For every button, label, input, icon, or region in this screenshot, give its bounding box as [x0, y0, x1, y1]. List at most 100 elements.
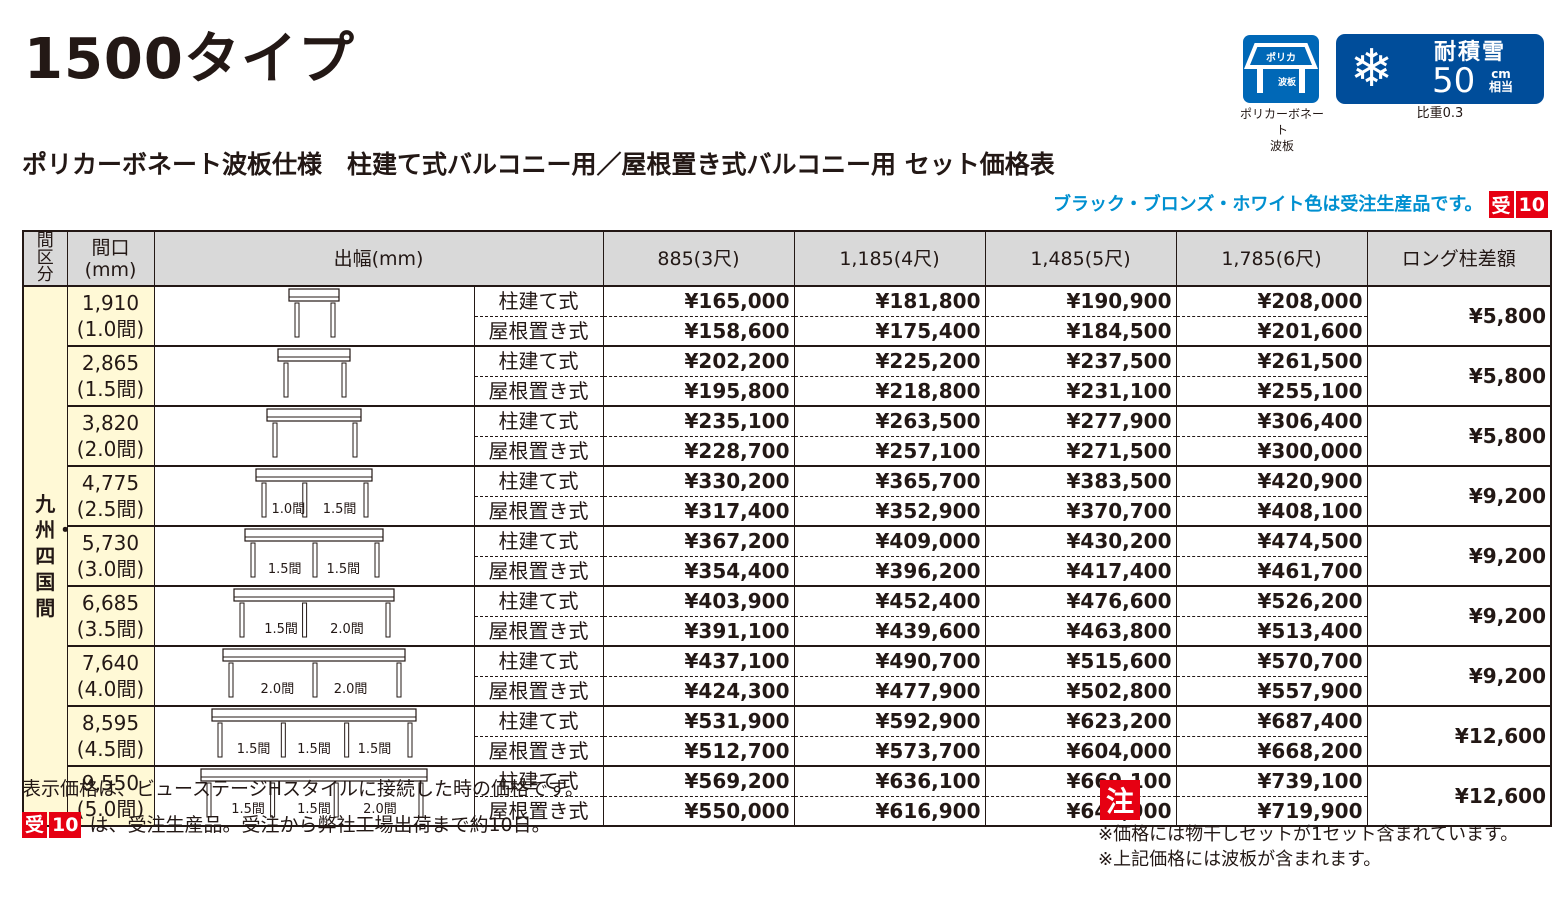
price-roof: ¥463,800	[985, 616, 1177, 647]
span-labels: 1.5間 2.0間	[232, 622, 396, 637]
header-col-885: 885(3尺)	[602, 231, 794, 287]
header-col-1785: 1,785(6尺)	[1175, 231, 1367, 287]
price-post: ¥420,900	[1176, 465, 1368, 497]
caution-line: ※上記価格には波板が含まれます。	[1098, 849, 1382, 870]
table-row: 8,595 (4.5間) 1.5間 1.5間 1.5間 柱建て式 ¥531,900 ¥592,…	[23, 705, 1551, 766]
price-post: ¥237,500	[985, 345, 1177, 377]
type-roof: 屋根置き式	[474, 496, 604, 527]
span-label: 1.5間	[297, 742, 331, 757]
price-post: ¥306,400	[1176, 405, 1368, 437]
unit-equivalent: 相当	[1489, 80, 1514, 94]
price-post: ¥531,900	[603, 705, 795, 737]
balcony-frame-icon: 1.5間 1.5間 1.5間	[210, 707, 418, 759]
polycarbonate-badge: ポリカ 波板	[1243, 35, 1319, 103]
price-roof: ¥604,000	[985, 736, 1177, 767]
price-post: ¥669,100	[985, 765, 1177, 797]
width-cell: 9,550 (5.0間)	[67, 765, 155, 826]
span-label: 1.5間	[357, 742, 392, 757]
region-label: 九州・四国間	[23, 286, 75, 826]
price-post: ¥202,200	[603, 345, 795, 377]
table-row: 4,775 (2.5間) 1.0間 1.5間 柱建て式 ¥330,200 ¥365,700 ¥…	[23, 465, 1551, 526]
width-ken: (3.5間)	[76, 617, 145, 641]
snow-load-unit: cm 相当	[1489, 68, 1513, 94]
lead-days-tag: 10	[1515, 191, 1548, 218]
balcony-frame-icon: 2.0間 2.0間	[221, 647, 407, 699]
price-post: ¥437,100	[603, 645, 795, 677]
type-roof: 屋根置き式	[474, 376, 604, 407]
span-labels: 1.0間 1.5間	[254, 502, 374, 517]
width-mm: 5,730	[81, 531, 140, 555]
price-roof: ¥271,500	[985, 436, 1177, 467]
table-row: 7,640 (4.0間) 2.0間 2.0間 柱建て式 ¥437,100 ¥490,700 ¥…	[23, 645, 1551, 706]
price-roof: ¥228,700	[603, 436, 795, 467]
type-post: 柱建て式	[474, 525, 604, 557]
header-col-1185: 1,185(4尺)	[793, 231, 985, 287]
price-roof: ¥557,900	[1176, 676, 1368, 707]
price-post: ¥403,900	[603, 585, 795, 617]
footnote-price-basis: 表示価格は、ビューステージHスタイルに接続した時の価格です。	[22, 778, 585, 800]
width-mm: 1,910	[81, 291, 140, 315]
price-post: ¥208,000	[1176, 285, 1368, 317]
price-roof: ¥513,400	[1176, 616, 1368, 647]
width-ken: (1.0間)	[76, 317, 145, 341]
table-row: 6,685 (3.5間) 1.5間 2.0間 柱建て式 ¥403,900 ¥452,400 ¥…	[23, 585, 1551, 646]
table-row: 9,550 (5.0間) 1.5間 1.5間 2.0間 柱建て式 ¥569,200 ¥636,…	[23, 765, 1551, 826]
width-cell: 1,910 (1.0間)	[67, 285, 155, 346]
order-note: ブラック・ブロンズ・ホワイト色は受注生産品です。 受 10	[1053, 191, 1548, 218]
type-post: 柱建て式	[474, 345, 604, 377]
price-roof: ¥512,700	[603, 736, 795, 767]
width-cell: 3,820 (2.0間)	[67, 405, 155, 466]
width-mm: 6,685	[81, 591, 140, 615]
price-roof: ¥175,400	[794, 316, 986, 347]
width-ken: (5.0間)	[76, 797, 145, 821]
price-roof: ¥231,100	[985, 376, 1177, 407]
order-note-text: ブラック・ブロンズ・ホワイト色は受注生産品です。	[1053, 193, 1483, 215]
span-label: 1.5間	[264, 622, 298, 637]
price-roof: ¥396,200	[794, 556, 986, 587]
price-post: ¥277,900	[985, 405, 1177, 437]
balcony-diagram	[154, 345, 475, 406]
price-post: ¥181,800	[794, 285, 986, 317]
price-roof: ¥616,900	[794, 796, 986, 827]
long-post-diff: ¥9,200	[1367, 465, 1551, 526]
price-post: ¥490,700	[794, 645, 986, 677]
span-label: 1.0間	[271, 502, 306, 517]
long-post-diff: ¥5,800	[1367, 405, 1551, 466]
width-ken: (4.0間)	[76, 677, 145, 701]
price-post: ¥367,200	[603, 525, 795, 557]
type-post: 柱建て式	[474, 285, 604, 317]
table-row: 屋根置き式 ¥354,400 ¥396,200 ¥417,400 ¥461,700	[23, 556, 1551, 587]
price-post: ¥623,200	[985, 705, 1177, 737]
caution-notes: ※価格には物干しセットが1セット含まれています。 ※上記価格には波板が含まれます…	[1098, 822, 1518, 872]
balcony-frame-icon	[276, 347, 352, 399]
span-label: 1.5間	[267, 562, 302, 577]
long-post-diff: ¥12,600	[1367, 705, 1551, 766]
polycarbonate-caption: ポリカーボネート 波板	[1236, 106, 1328, 154]
span-label: 2.0間	[330, 622, 364, 637]
balcony-diagram: 1.5間 1.5間	[154, 525, 475, 586]
price-roof: ¥257,100	[794, 436, 986, 467]
price-roof: ¥417,400	[985, 556, 1177, 587]
span-label: 1.5間	[297, 802, 331, 817]
snow-load-title: 耐積雪	[1434, 40, 1507, 65]
price-roof: ¥391,100	[603, 616, 795, 647]
balcony-diagram	[154, 405, 475, 466]
price-post: ¥515,600	[985, 645, 1177, 677]
table-row: 5,730 (3.0間) 1.5間 1.5間 柱建て式 ¥367,200 ¥409,000 ¥…	[23, 525, 1551, 586]
price-post: ¥570,700	[1176, 645, 1368, 677]
price-roof: ¥255,100	[1176, 376, 1368, 407]
long-post-diff: ¥9,200	[1367, 585, 1551, 646]
price-post: ¥430,200	[985, 525, 1177, 557]
width-mm: 9,550	[81, 771, 140, 795]
span-label: 2.0間	[363, 802, 397, 817]
span-labels: 1.5間 1.5間 2.0間	[199, 802, 429, 817]
width-cell: 7,640 (4.0間)	[67, 645, 155, 706]
price-post: ¥739,100	[1176, 765, 1368, 797]
caption-line: ポリカーボネート	[1239, 107, 1324, 137]
width-ken: (3.0間)	[76, 557, 145, 581]
price-post: ¥526,200	[1176, 585, 1368, 617]
width-ken: (2.0間)	[76, 437, 145, 461]
table-subtitle: ポリカーボネート波板仕様 柱建て式バルコニー用／屋根置き式バルコニー用 セット価…	[22, 150, 1055, 179]
price-roof: ¥317,400	[603, 496, 795, 527]
balcony-diagram: 2.0間 2.0間	[154, 645, 475, 706]
